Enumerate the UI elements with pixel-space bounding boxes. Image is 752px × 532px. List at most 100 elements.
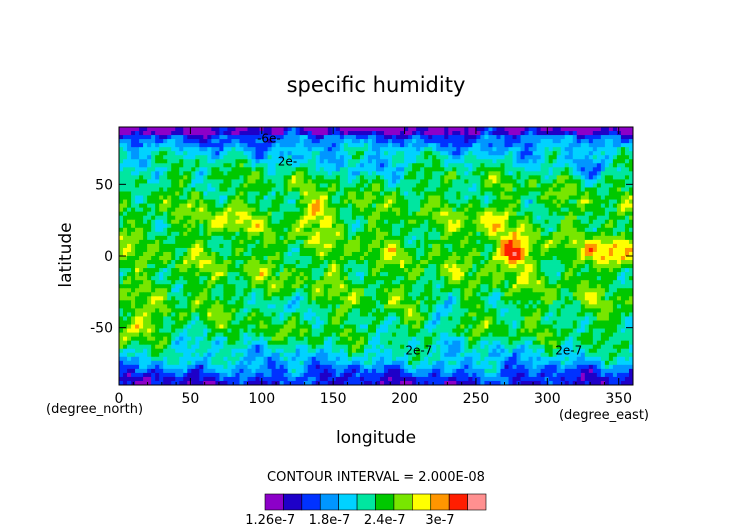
heat-cell xyxy=(147,243,152,249)
heat-cell xyxy=(584,251,590,257)
heat-cell xyxy=(440,256,445,261)
heat-cell xyxy=(400,247,405,253)
heat-cell xyxy=(243,187,248,192)
heat-cell xyxy=(351,159,357,164)
heat-cell xyxy=(528,139,534,144)
heat-cell xyxy=(388,272,393,277)
heat-cell xyxy=(428,243,433,249)
heat-cell xyxy=(299,195,305,200)
heat-cell xyxy=(424,143,429,148)
heat-cell xyxy=(347,219,353,225)
heat-cell xyxy=(512,223,517,229)
heat-cell xyxy=(508,187,513,192)
heat-cell xyxy=(584,207,590,213)
heat-cell xyxy=(508,239,513,245)
heat-cell xyxy=(315,163,321,168)
heat-cell xyxy=(544,223,550,229)
heat-cell xyxy=(508,260,513,265)
heat-cell xyxy=(424,227,429,233)
heat-cell xyxy=(616,231,622,237)
heat-cell xyxy=(380,131,385,136)
heat-cell xyxy=(191,179,196,184)
heat-cell xyxy=(428,239,433,245)
heat-cell xyxy=(576,147,582,152)
heat-cell xyxy=(440,235,445,241)
heat-cell xyxy=(420,131,425,136)
heat-cell xyxy=(476,127,481,132)
heat-cell xyxy=(456,227,461,233)
heat-cell xyxy=(376,191,381,196)
heat-cell xyxy=(552,260,558,265)
heat-cell xyxy=(239,272,244,277)
heat-cell xyxy=(291,187,297,192)
heat-cell xyxy=(339,159,345,164)
heat-cell xyxy=(271,155,277,160)
heat-cell xyxy=(191,131,196,136)
heat-cell xyxy=(151,227,156,233)
heat-cell xyxy=(167,231,172,237)
heat-cell xyxy=(351,276,357,281)
heat-cell xyxy=(624,227,630,233)
heat-cell xyxy=(592,243,598,249)
heat-cell xyxy=(347,251,353,257)
heat-cell xyxy=(448,247,453,253)
heat-cell xyxy=(384,175,389,180)
heat-cell xyxy=(436,268,441,273)
heat-cell xyxy=(584,187,590,192)
heat-cell xyxy=(488,247,493,253)
heat-cell xyxy=(271,179,277,184)
heat-cell xyxy=(163,239,168,245)
heat-cell xyxy=(456,243,461,249)
heat-cell xyxy=(596,215,602,221)
heat-cell xyxy=(359,243,365,249)
heat-cell xyxy=(420,191,425,196)
heat-cell xyxy=(315,231,321,237)
heat-cell xyxy=(552,272,558,277)
heat-cell xyxy=(472,223,477,229)
heat-cell xyxy=(400,159,405,164)
heat-cell xyxy=(592,276,598,281)
heat-cell xyxy=(123,131,128,136)
heat-cell xyxy=(303,131,309,136)
heat-cell xyxy=(207,159,212,164)
heat-cell xyxy=(343,235,349,241)
heat-cell xyxy=(580,272,586,277)
heat-cell xyxy=(572,195,578,200)
heat-cell xyxy=(243,203,248,209)
heat-cell xyxy=(307,183,313,188)
heat-cell xyxy=(215,171,220,176)
heat-cell xyxy=(127,243,132,249)
heat-cell xyxy=(143,175,148,180)
heat-cell xyxy=(283,155,289,160)
heat-cell xyxy=(203,139,208,144)
heat-cell xyxy=(311,211,317,217)
heat-cell xyxy=(339,280,345,285)
heat-cell xyxy=(540,167,546,172)
heat-cell xyxy=(303,211,309,217)
heat-cell xyxy=(524,159,529,164)
heat-cell xyxy=(215,260,220,265)
heat-cell xyxy=(287,219,293,225)
heat-cell xyxy=(251,131,256,136)
heat-cell xyxy=(167,207,172,213)
heat-cell xyxy=(175,264,180,269)
heat-cell xyxy=(624,203,630,209)
heat-cell xyxy=(508,159,513,164)
heat-cell xyxy=(564,251,570,257)
heat-cell xyxy=(616,203,622,209)
heat-cell xyxy=(295,207,301,213)
heat-cell xyxy=(388,135,393,140)
heat-cell xyxy=(604,179,610,184)
heat-cell xyxy=(508,147,513,152)
heat-cell xyxy=(408,147,413,152)
heat-cell xyxy=(263,276,268,281)
heat-cell xyxy=(384,223,389,229)
heat-cell xyxy=(343,243,349,249)
heat-cell xyxy=(127,143,132,148)
heat-cell xyxy=(259,215,264,221)
heat-cell xyxy=(139,272,144,277)
heat-cell xyxy=(420,219,425,225)
heat-cell xyxy=(327,171,333,176)
heat-cell xyxy=(207,163,212,168)
heat-cell xyxy=(504,135,509,140)
